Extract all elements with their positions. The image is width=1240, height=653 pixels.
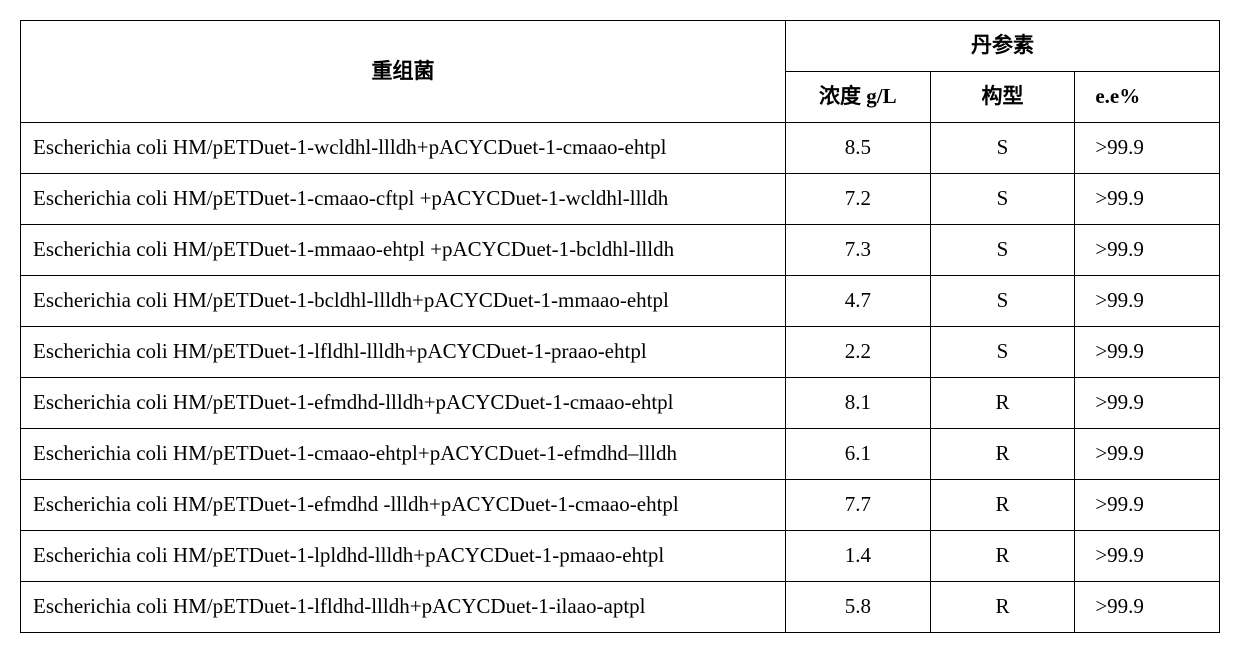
- cell-ee: >99.9: [1075, 225, 1220, 276]
- cell-ee: >99.9: [1075, 480, 1220, 531]
- cell-config: S: [930, 174, 1075, 225]
- cell-config: S: [930, 276, 1075, 327]
- table-row: Escherichia coli HM/pETDuet-1-cmaao-ehtp…: [21, 429, 1220, 480]
- cell-conc: 2.2: [786, 327, 931, 378]
- cell-conc: 7.3: [786, 225, 931, 276]
- cell-config: R: [930, 480, 1075, 531]
- cell-conc: 5.8: [786, 582, 931, 633]
- cell-ee: >99.9: [1075, 429, 1220, 480]
- cell-conc: 1.4: [786, 531, 931, 582]
- table-body: Escherichia coli HM/pETDuet-1-wcldhl-lll…: [21, 123, 1220, 633]
- cell-strain: Escherichia coli HM/pETDuet-1-cmaao-ehtp…: [21, 429, 786, 480]
- cell-strain: Escherichia coli HM/pETDuet-1-lfldhd-lll…: [21, 582, 786, 633]
- cell-conc: 7.7: [786, 480, 931, 531]
- cell-conc: 8.1: [786, 378, 931, 429]
- cell-conc: 6.1: [786, 429, 931, 480]
- cell-config: R: [930, 531, 1075, 582]
- table-row: Escherichia coli HM/pETDuet-1-wcldhl-lll…: [21, 123, 1220, 174]
- header-config: 构型: [930, 72, 1075, 123]
- cell-config: R: [930, 429, 1075, 480]
- cell-strain: Escherichia coli HM/pETDuet-1-mmaao-ehtp…: [21, 225, 786, 276]
- table-row: Escherichia coli HM/pETDuet-1-mmaao-ehtp…: [21, 225, 1220, 276]
- cell-conc: 4.7: [786, 276, 931, 327]
- cell-strain: Escherichia coli HM/pETDuet-1-lfldhl-lll…: [21, 327, 786, 378]
- header-ee: e.e%: [1075, 72, 1220, 123]
- cell-ee: >99.9: [1075, 582, 1220, 633]
- cell-strain: Escherichia coli HM/pETDuet-1-wcldhl-lll…: [21, 123, 786, 174]
- header-row-1: 重组菌 丹参素: [21, 21, 1220, 72]
- cell-conc: 7.2: [786, 174, 931, 225]
- strain-results-table: 重组菌 丹参素 浓度 g/L 构型 e.e% Escherichia coli …: [20, 20, 1220, 633]
- cell-strain: Escherichia coli HM/pETDuet-1-bcldhl-lll…: [21, 276, 786, 327]
- table-row: Escherichia coli HM/pETDuet-1-bcldhl-lll…: [21, 276, 1220, 327]
- cell-config: R: [930, 582, 1075, 633]
- cell-strain: Escherichia coli HM/pETDuet-1-efmdhd-lll…: [21, 378, 786, 429]
- table-row: Escherichia coli HM/pETDuet-1-lfldhd-lll…: [21, 582, 1220, 633]
- table-row: Escherichia coli HM/pETDuet-1-efmdhd -ll…: [21, 480, 1220, 531]
- table-row: Escherichia coli HM/pETDuet-1-cmaao-cftp…: [21, 174, 1220, 225]
- header-strain: 重组菌: [21, 21, 786, 123]
- cell-conc: 8.5: [786, 123, 931, 174]
- cell-config: R: [930, 378, 1075, 429]
- cell-strain: Escherichia coli HM/pETDuet-1-cmaao-cftp…: [21, 174, 786, 225]
- cell-config: S: [930, 123, 1075, 174]
- header-group: 丹参素: [786, 21, 1220, 72]
- cell-ee: >99.9: [1075, 531, 1220, 582]
- cell-ee: >99.9: [1075, 276, 1220, 327]
- cell-strain: Escherichia coli HM/pETDuet-1-efmdhd -ll…: [21, 480, 786, 531]
- cell-ee: >99.9: [1075, 174, 1220, 225]
- cell-ee: >99.9: [1075, 123, 1220, 174]
- cell-ee: >99.9: [1075, 378, 1220, 429]
- table-row: Escherichia coli HM/pETDuet-1-efmdhd-lll…: [21, 378, 1220, 429]
- table-row: Escherichia coli HM/pETDuet-1-lfldhl-lll…: [21, 327, 1220, 378]
- table-row: Escherichia coli HM/pETDuet-1-lpldhd-lll…: [21, 531, 1220, 582]
- cell-config: S: [930, 327, 1075, 378]
- cell-strain: Escherichia coli HM/pETDuet-1-lpldhd-lll…: [21, 531, 786, 582]
- header-concentration: 浓度 g/L: [786, 72, 931, 123]
- cell-config: S: [930, 225, 1075, 276]
- cell-ee: >99.9: [1075, 327, 1220, 378]
